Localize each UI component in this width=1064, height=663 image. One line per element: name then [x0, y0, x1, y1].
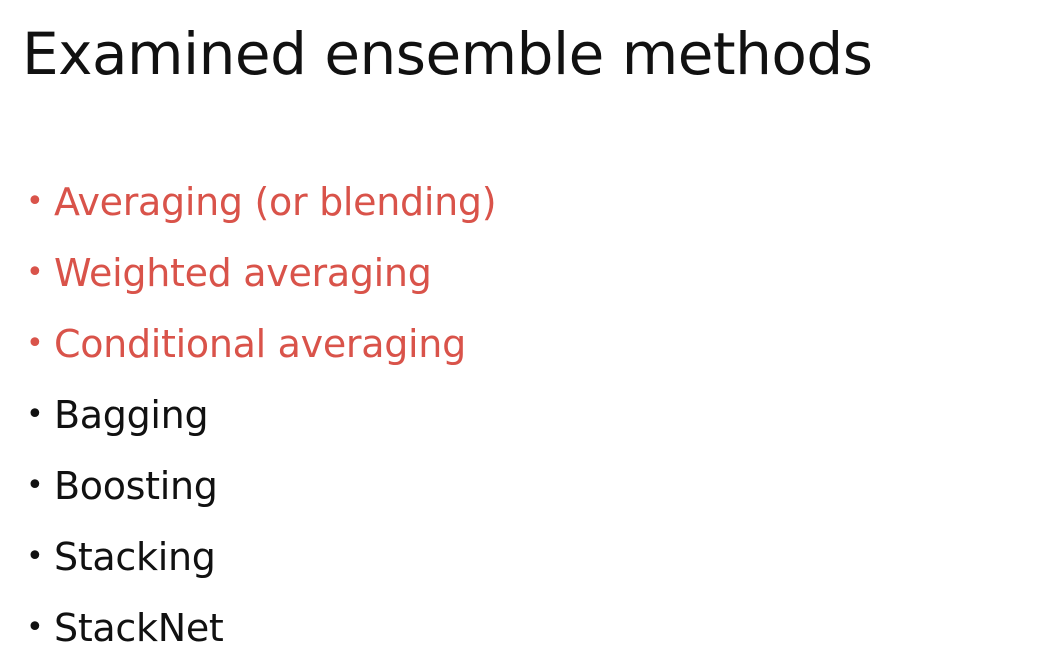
bullet-label: Weighted averaging: [54, 250, 432, 295]
bullet-label: Bagging: [54, 392, 209, 437]
bullet-dot-icon: •: [26, 610, 44, 645]
bullet-item-bagging: • Bagging: [26, 379, 496, 450]
bullet-list: • Averaging (or blending) • Weighted ave…: [26, 166, 497, 663]
bullet-item-weighted-averaging: • Weighted averaging: [26, 237, 496, 308]
bullet-label: Boosting: [54, 463, 218, 508]
bullet-dot-icon: •: [26, 397, 44, 432]
bullet-label: StackNet: [54, 605, 224, 650]
bullet-dot-icon: •: [26, 255, 44, 290]
bullet-item-averaging: • Averaging (or blending): [26, 166, 497, 237]
bullet-label: Stacking: [54, 534, 216, 579]
bullet-label: Averaging (or blending): [54, 179, 497, 224]
bullet-dot-icon: •: [26, 539, 44, 574]
bullet-dot-icon: •: [26, 184, 44, 219]
bullet-label: Conditional averaging: [54, 321, 466, 366]
bullet-item-stacking: • Stacking: [26, 521, 496, 592]
bullet-dot-icon: •: [26, 326, 44, 361]
bullet-item-stacknet: • StackNet: [26, 592, 496, 663]
slide-title: Examined ensemble methods: [22, 20, 873, 88]
bullet-item-boosting: • Boosting: [26, 450, 496, 521]
bullet-dot-icon: •: [26, 468, 44, 503]
bullet-item-conditional-averaging: • Conditional averaging: [26, 308, 496, 379]
